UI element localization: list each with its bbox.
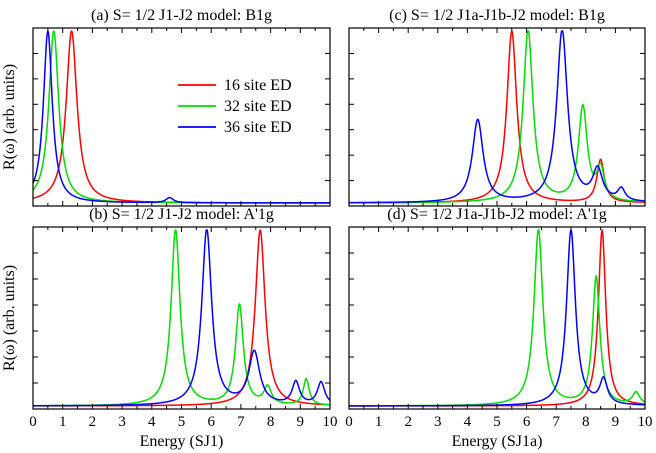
x-tick-label: 4: [148, 414, 156, 430]
panel-title: (b) S= 1/2 J1-J2 model: A'1g: [89, 206, 274, 223]
legend-label: 16 site ED: [224, 77, 292, 94]
x-tick-label: 1: [59, 414, 67, 430]
series-line-16-site-ed: [32, 30, 331, 204]
x-tick-label: 1: [375, 414, 383, 430]
legend-label: 32 site ED: [224, 98, 292, 115]
x-tick-label: 0: [29, 414, 37, 430]
x-tick-label: 5: [178, 414, 186, 430]
series-line-36-site-ed: [348, 30, 646, 204]
x-tick-label: 0: [345, 414, 353, 430]
x-tick-label: 6: [523, 414, 531, 430]
x-tick-label: 5: [493, 414, 501, 430]
x-axis-label: Energy (SJ1): [140, 433, 224, 450]
x-tick-label: 10: [323, 414, 338, 430]
panel-1: 0 1 2 3 4 5 6 7 8 9 10 (b) S= 1/2 J1-J2 model: A'1g…: [1, 206, 338, 450]
panel-3: 0 1 2 3 4 5 6 7 8 9 10 (d) S= 1/2 J1a-J1b-J2 model:…: [345, 206, 652, 450]
legend-label: 36 site ED: [224, 119, 292, 136]
x-tick-label: 3: [434, 414, 442, 430]
panel-title: (c) S= 1/2 J1a-J1b-J2 model: B1g: [389, 7, 605, 24]
series-line-16-site-ed: [348, 229, 646, 407]
panel-0: (a) S= 1/2 J1-J2 model: B1g R(ω) (arb. un…: [1, 7, 331, 207]
x-tick-label: 2: [89, 414, 97, 430]
y-axis-label: R(ω) (arb. units): [1, 265, 18, 371]
x-tick-label: 9: [297, 414, 305, 430]
series-line-16-site-ed: [348, 30, 646, 204]
x-tick-label: 7: [552, 414, 560, 430]
x-tick-label: 10: [638, 414, 653, 430]
x-tick-label: 6: [207, 414, 215, 430]
panel-2: (c) S= 1/2 J1a-J1b-J2 model: B1g: [348, 7, 646, 207]
series-line-32-site-ed: [32, 229, 331, 407]
x-tick-label: 8: [582, 414, 590, 430]
x-tick-label: 8: [267, 414, 275, 430]
panel-title: (a) S= 1/2 J1-J2 model: B1g: [91, 7, 272, 24]
y-axis-label: R(ω) (arb. units): [1, 64, 18, 170]
x-tick-label: 9: [612, 414, 620, 430]
series-line-36-site-ed: [32, 229, 331, 407]
x-tick-label: 7: [237, 414, 245, 430]
x-tick-label: 2: [404, 414, 412, 430]
x-axis-label: Energy (SJ1a): [452, 433, 543, 450]
x-tick-label: 3: [118, 414, 126, 430]
legend: 16 site ED 32 site ED 36 site ED: [178, 77, 292, 136]
x-tick-label: 4: [464, 414, 472, 430]
panel-title: (d) S= 1/2 J1a-J1b-J2 model: A'1g: [387, 206, 606, 223]
